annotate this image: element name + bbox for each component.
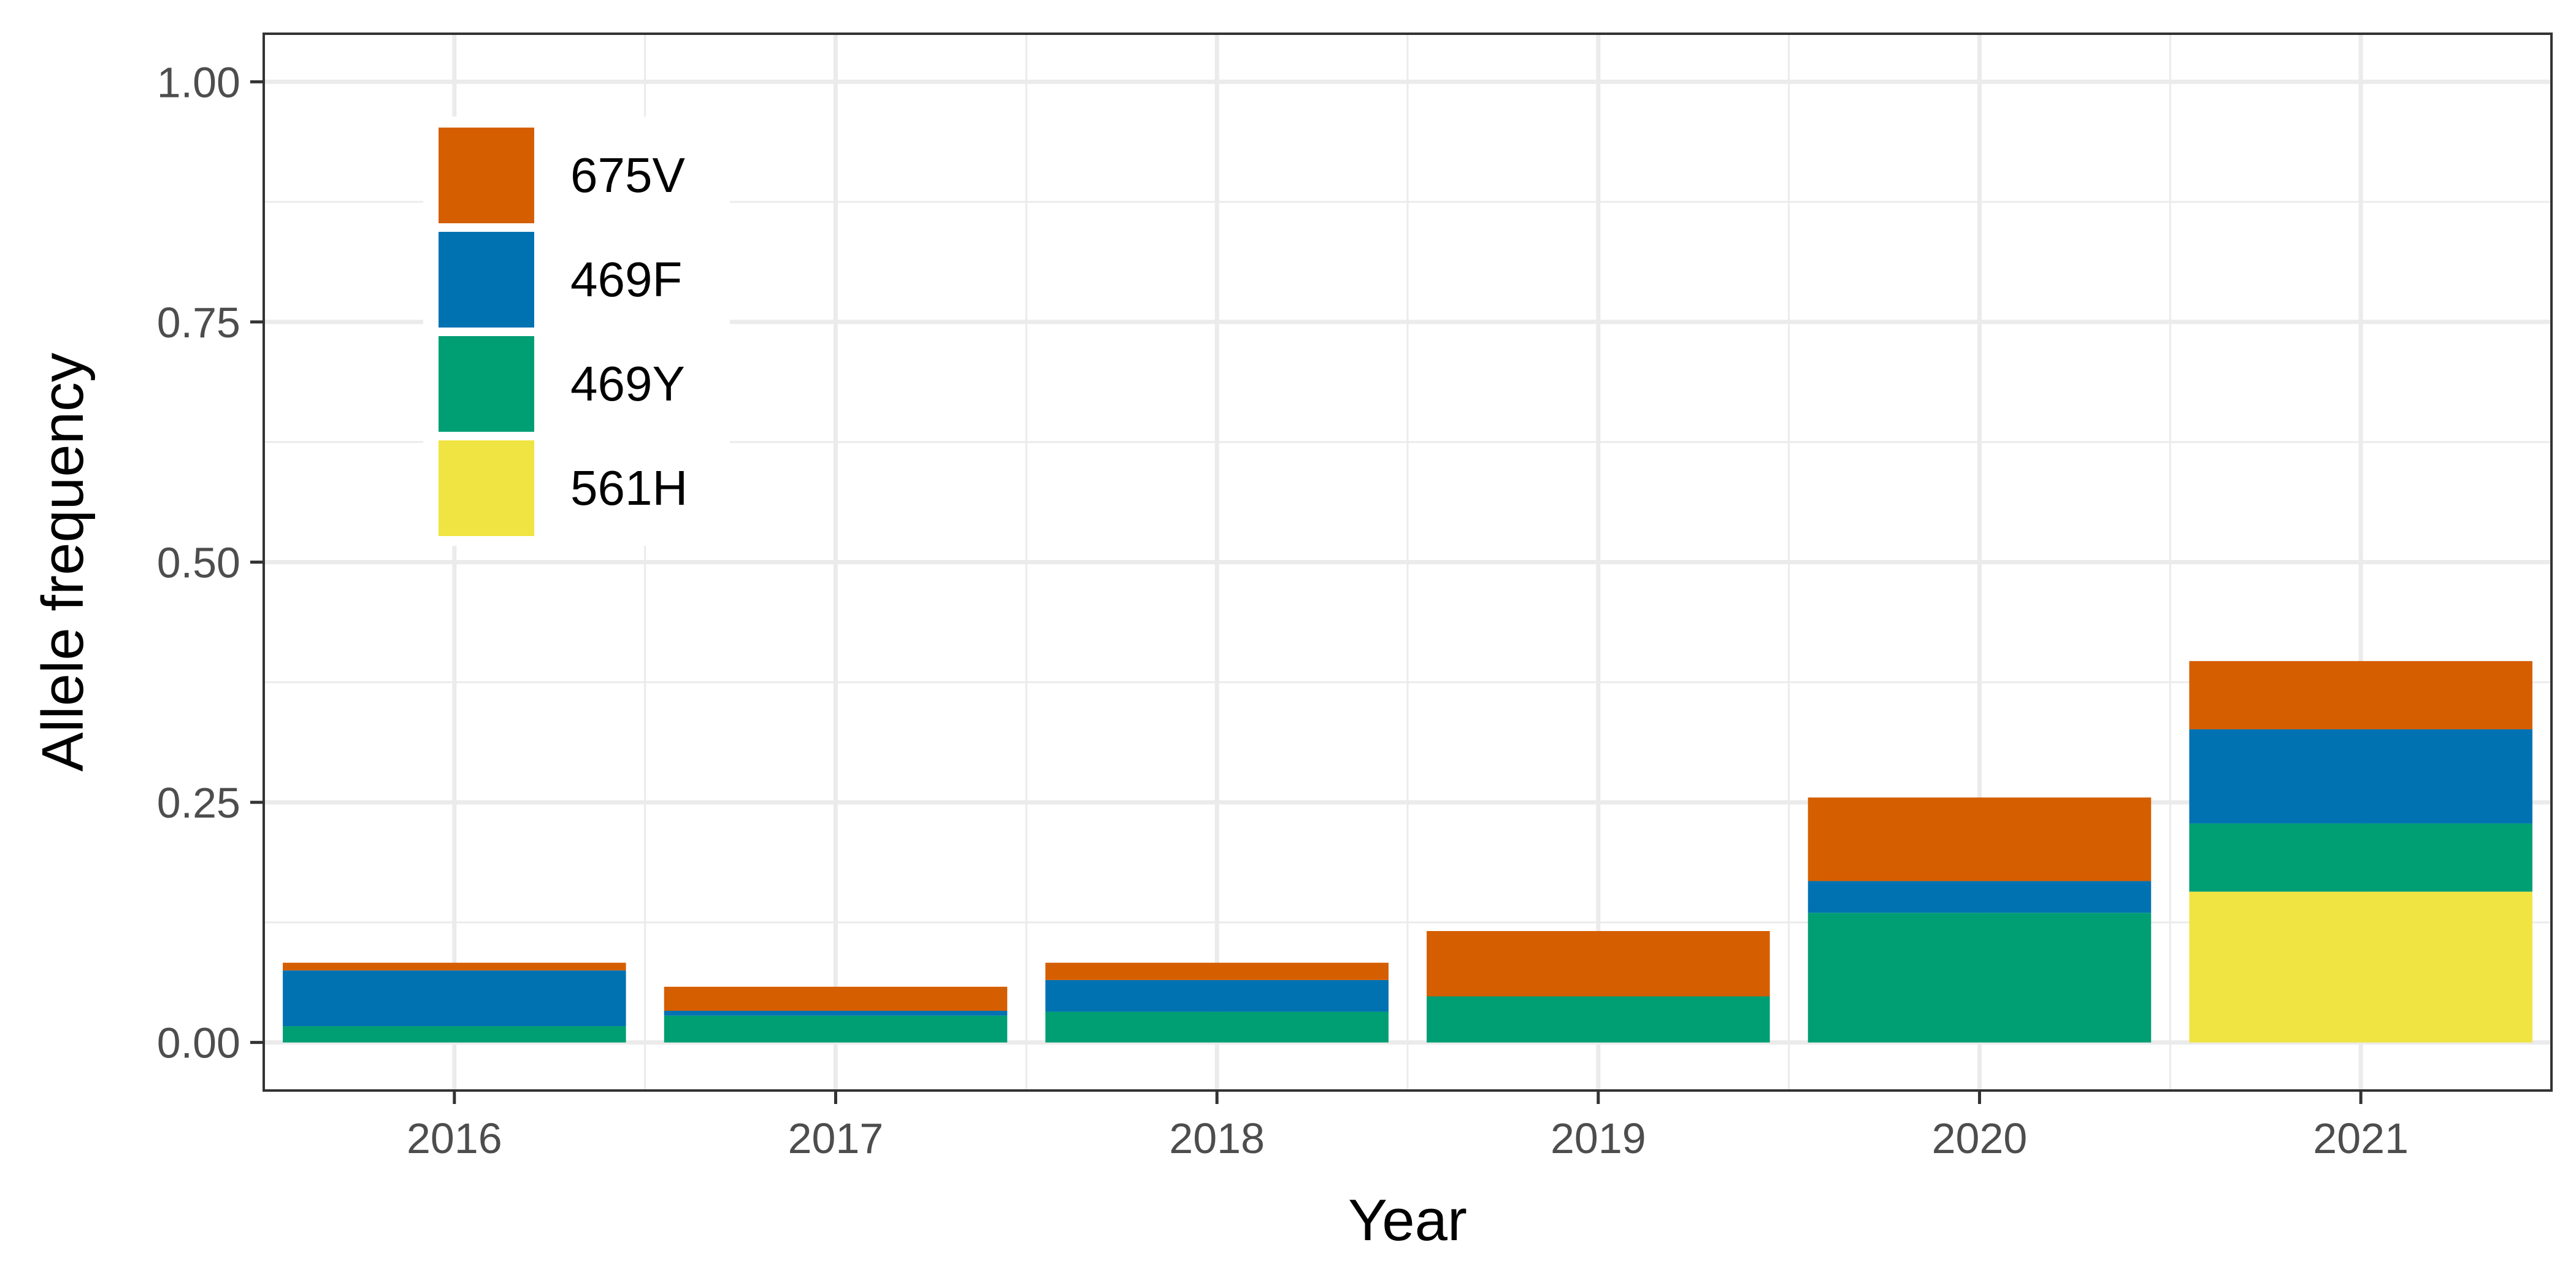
x-tick-label: 2018 (1169, 1114, 1265, 1162)
bar-segment-469Y-2017 (664, 1015, 1008, 1043)
bar-segment-675V-2021 (2189, 661, 2532, 730)
bars-layer (283, 661, 2532, 1043)
y-axis-title: Allele frequency (30, 353, 96, 772)
bar-segment-675V-2018 (1045, 962, 1389, 980)
bar-segment-675V-2016 (283, 962, 626, 971)
legend-key-469Y (439, 336, 534, 432)
bar-segment-561H-2021 (2189, 891, 2532, 1043)
y-tick-label: 0.50 (157, 539, 240, 587)
legend-key-561H (439, 440, 534, 536)
legend-key-469F (439, 232, 534, 328)
bar-segment-469F-2020 (1807, 881, 2152, 913)
x-tick-label: 2020 (1932, 1114, 2028, 1162)
x-tick-label: 2016 (407, 1114, 502, 1162)
y-tick-label: 0.75 (157, 299, 240, 347)
legend-label-675V: 675V (570, 148, 685, 202)
legend-label-469Y: 469Y (570, 356, 685, 411)
bar-segment-469Y-2018 (1045, 1011, 1389, 1043)
legend-label-561H: 561H (570, 461, 688, 515)
bar-segment-469Y-2016 (283, 1026, 626, 1043)
bar-segment-675V-2017 (664, 986, 1008, 1011)
bar-segment-469F-2017 (664, 1010, 1008, 1016)
x-axis: 2016 2017 2018 2019 2020 2021 (407, 1091, 2409, 1162)
legend-label-469F: 469F (570, 252, 682, 307)
x-tick-label: 2017 (788, 1114, 884, 1162)
bar-segment-469F-2021 (2189, 729, 2532, 824)
x-tick-label: 2021 (2313, 1114, 2409, 1162)
bar-segment-469F-2016 (283, 970, 626, 1027)
bar-segment-675V-2019 (1427, 930, 1770, 997)
legend-key-675V (439, 128, 534, 223)
y-tick-label: 0.25 (157, 779, 240, 827)
bar-segment-469F-2018 (1045, 979, 1389, 1012)
bar-segment-675V-2020 (1807, 797, 2152, 881)
bar-segment-469Y-2020 (1807, 913, 2152, 1043)
bar-segment-469Y-2021 (2189, 823, 2532, 892)
y-tick-label: 1.00 (157, 58, 240, 106)
y-axis: 0.00 0.25 0.50 0.75 1.00 (157, 58, 264, 1067)
y-tick-label: 0.00 (157, 1019, 240, 1067)
x-axis-title: Year (1348, 1187, 1467, 1253)
x-tick-label: 2019 (1551, 1114, 1646, 1162)
bar-segment-469Y-2019 (1427, 996, 1770, 1043)
legend: 675V 469F 469Y 561H (423, 117, 730, 546)
